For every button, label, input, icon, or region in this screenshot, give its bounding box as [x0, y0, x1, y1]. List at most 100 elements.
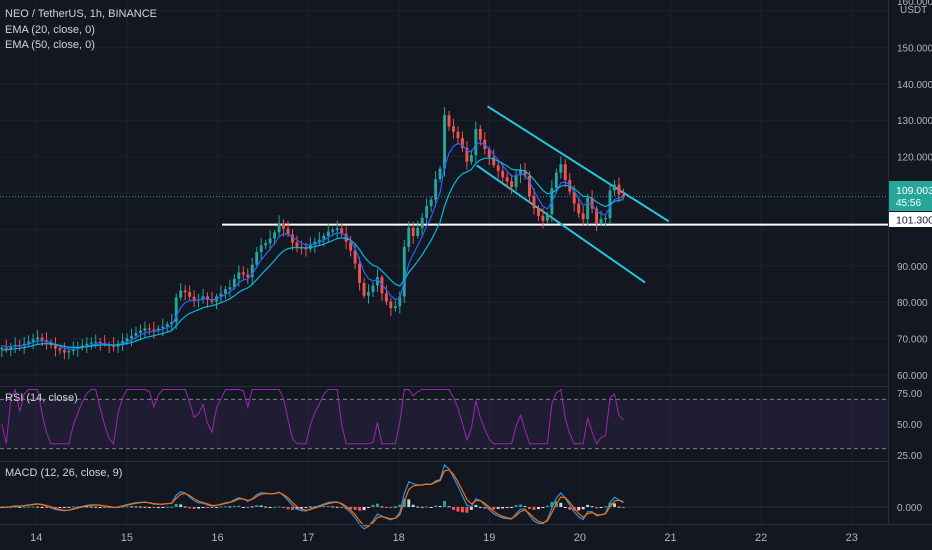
macd-histogram-bar: [483, 507, 487, 509]
candle-body: [277, 223, 281, 233]
candle: [219, 285, 223, 303]
candle-body: [255, 251, 259, 265]
macd-histogram-bar: [58, 507, 62, 508]
ema50-line: [1, 157, 624, 351]
candle-body: [121, 341, 125, 344]
candle: [71, 341, 75, 356]
candle-body: [434, 179, 438, 200]
ema50-legend[interactable]: EMA (50, close, 0): [5, 39, 95, 51]
candle: [0, 345, 4, 358]
rsi-legend[interactable]: RSI (14, close): [5, 392, 78, 404]
candle-body: [89, 342, 93, 344]
candle-body: [192, 296, 196, 301]
candle: [505, 172, 509, 188]
macd-histogram-bar: [103, 507, 107, 508]
macd-histogram-bar: [492, 507, 496, 510]
last-price-badge[interactable]: 109.003 45:56: [889, 181, 932, 211]
time-tick-label: 20: [574, 532, 586, 544]
candle-body: [223, 289, 227, 294]
candle: [206, 292, 209, 308]
candle-body: [590, 198, 594, 209]
candle: [411, 221, 415, 244]
candle: [398, 291, 402, 314]
rsi-tick-label: 25.00: [897, 451, 922, 462]
candle: [188, 285, 192, 302]
candle: [156, 325, 160, 334]
candle-body: [376, 277, 379, 286]
candle: [179, 283, 183, 301]
rsi-line: [1, 387, 624, 445]
macd-histogram-bar: [331, 506, 335, 508]
macd-histogram-bar: [376, 503, 379, 507]
level-price-badge[interactable]: 101.300: [889, 212, 932, 227]
candle-body: [31, 339, 35, 342]
candle-body: [71, 348, 75, 352]
candle-body: [617, 184, 621, 195]
candle-body: [27, 341, 31, 344]
macd-histogram-bar: [22, 506, 26, 508]
candle: [250, 257, 254, 285]
macd-legend[interactable]: MACD (12, 26, close, 9): [5, 467, 122, 479]
macd-histogram-bar: [550, 501, 554, 507]
candle: [143, 321, 147, 338]
candle-body: [295, 242, 299, 247]
macd-histogram-bar: [277, 506, 281, 508]
candle-body: [478, 128, 482, 140]
candle-body: [228, 287, 232, 290]
macd-histogram-bar: [228, 506, 232, 508]
macd-histogram-bar: [496, 507, 500, 509]
macd-pane: [0, 463, 888, 530]
candle-body: [545, 214, 549, 221]
candle-body: [183, 290, 187, 293]
candle: [165, 321, 169, 333]
candle-body: [380, 277, 384, 294]
price-tick-label: 140.000: [897, 80, 932, 91]
price-tick-label: 90.000: [897, 262, 928, 273]
candle: [223, 285, 227, 299]
price-axis[interactable]: 150.000 140.000 130.000 120.000 90.000 80.000…: [897, 0, 932, 382]
candle-body: [367, 292, 370, 296]
macd-histogram-bar: [541, 507, 545, 508]
candle: [474, 121, 478, 163]
macd-histogram-bar: [241, 506, 245, 508]
candle-body: [528, 175, 531, 196]
last-price-badge-bg: [889, 181, 932, 211]
price-tick-label: 70.000: [897, 335, 928, 346]
candle: [376, 269, 379, 292]
candle-body: [201, 296, 205, 300]
candle-body: [0, 347, 4, 350]
macd-histogram-bar: [45, 507, 48, 508]
candle: [496, 161, 500, 179]
candle-body: [581, 213, 585, 220]
macd-histogram-bar: [613, 503, 616, 507]
macd-axis[interactable]: 0.000: [897, 503, 922, 514]
symbol-title[interactable]: NEO / TetherUS, 1h, BINANCE: [5, 8, 157, 20]
candle-body: [523, 170, 527, 176]
macd-histogram-bar: [411, 504, 415, 507]
candle-body: [563, 164, 567, 180]
candle-body: [112, 345, 116, 347]
candle: [183, 285, 187, 301]
macd-histogram-bar: [434, 505, 438, 507]
candle-body: [62, 350, 66, 353]
candle-body: [519, 170, 523, 176]
rsi-axis[interactable]: 75.00 50.00 25.00: [897, 389, 922, 462]
macd-histogram-bar: [206, 507, 209, 508]
macd-histogram-bar: [398, 504, 402, 507]
ema20-legend[interactable]: EMA (20, close, 0): [5, 24, 95, 36]
candle: [447, 110, 451, 131]
candle-body: [36, 337, 40, 340]
time-axis[interactable]: 14 15 16 17 18 19 20 21 22 23: [30, 532, 858, 544]
trendlines[interactable]: [0, 105, 888, 284]
candle: [438, 165, 442, 183]
candle-body: [344, 233, 348, 242]
macd-histogram-bar: [286, 507, 290, 510]
macd-histogram-bar: [371, 504, 375, 507]
candle: [170, 314, 174, 331]
candle-body: [152, 329, 156, 331]
candle: [210, 291, 214, 305]
macd-histogram-bar: [197, 507, 201, 509]
macd-histogram-bar: [389, 507, 393, 508]
candle: [380, 274, 384, 301]
